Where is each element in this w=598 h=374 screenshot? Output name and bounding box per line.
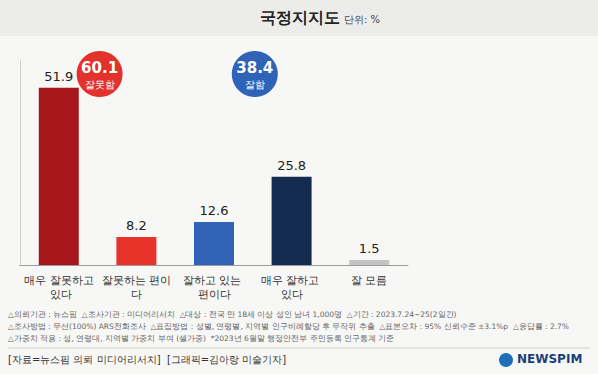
svg-text:12.6: 12.6 [200,203,229,218]
svg-text:51.9: 51.9 [44,69,73,84]
svg-text:잘못하는 편이: 잘못하는 편이 [102,274,172,287]
svg-text:NEWSPIM: NEWSPIM [517,352,582,366]
svg-text:△가중치 적용 : 성, 연령대, 지역별 가중치 부여 (: △가중치 적용 : 성, 연령대, 지역별 가중치 부여 (셀가중) *2023… [8,334,394,343]
svg-text:잘함: 잘함 [245,79,265,90]
svg-text:단위: %: 단위: % [344,14,380,25]
svg-text:38.4: 38.4 [236,59,273,77]
svg-text:1.5: 1.5 [359,241,380,256]
svg-text:[자료=뉴스핌 의뢰 미디어리서치] [그래픽=김아랑 미: [자료=뉴스핌 의뢰 미디어리서치] [그래픽=김아랑 미술기자] [8,354,286,365]
svg-text:잘 모름: 잘 모름 [351,274,388,287]
svg-text:△조사방법 : 무선(100%) ARS전화조사 △표집방: △조사방법 : 무선(100%) ARS전화조사 △표집방법 : 성별, 연령별… [8,322,569,331]
svg-text:60.1: 60.1 [81,59,118,77]
svg-text:매우 잘못하고: 매우 잘못하고 [24,274,94,287]
svg-text:△의뢰기관 : 뉴스핌 △조사기관 : 미디어리서치 △: △의뢰기관 : 뉴스핌 △조사기관 : 미디어리서치 △대상 : 전국 만 18… [8,310,457,319]
svg-text:25.8: 25.8 [277,158,306,173]
svg-text:다: 다 [131,288,142,301]
svg-text:잘하고 있는: 잘하고 있는 [183,274,245,287]
svg-text:편이다: 편이다 [198,288,231,301]
svg-text:8.2: 8.2 [126,218,147,233]
svg-text:국정지지도: 국정지지도 [260,8,340,27]
svg-text:매우 잘하고: 매우 잘하고 [261,274,323,287]
svg-text:있다: 있다 [281,288,303,301]
svg-text:잘못함: 잘못함 [85,79,115,90]
svg-text:있다: 있다 [46,288,72,301]
